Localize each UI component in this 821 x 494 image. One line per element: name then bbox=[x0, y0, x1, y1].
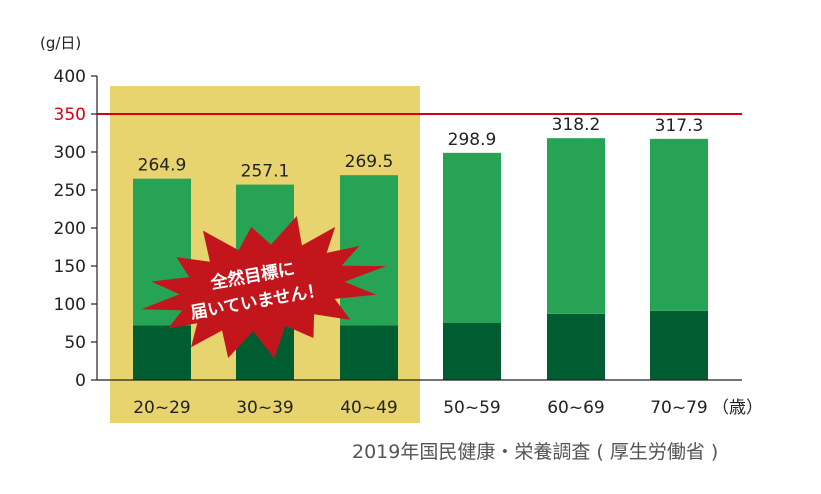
y-tick-label-350: 350 bbox=[54, 105, 86, 125]
x-tick-label-50~59: 50~59 bbox=[443, 398, 501, 418]
bar-segment-20~29-base bbox=[133, 325, 191, 380]
x-tick-label-30~39: 30~39 bbox=[236, 398, 294, 418]
bar-segment-70~79-base bbox=[650, 310, 708, 380]
value-label-30~39: 257.1 bbox=[241, 162, 290, 182]
y-tick-label-250: 250 bbox=[54, 181, 86, 201]
x-tick-label-40~49: 40~49 bbox=[340, 398, 398, 418]
bar-segment-50~59-top bbox=[443, 152, 501, 323]
y-tick-label-200: 200 bbox=[54, 219, 86, 239]
bar-segment-60~69-top bbox=[547, 138, 605, 314]
x-axis-unit-label: （歳） bbox=[712, 398, 763, 418]
y-tick-label-0: 0 bbox=[75, 371, 86, 391]
value-labels: 264.9 257.1 269.5 298.9 318.2 317.3 bbox=[138, 115, 704, 181]
value-label-40~49: 269.5 bbox=[345, 152, 394, 172]
y-tick-label-300: 300 bbox=[54, 143, 86, 163]
bar-segment-50~59-base bbox=[443, 323, 501, 380]
x-tick-label-20~29: 20~29 bbox=[133, 398, 191, 418]
y-tick-label-50: 50 bbox=[64, 333, 86, 353]
bar-segment-70~79-top bbox=[650, 138, 708, 311]
y-tick-label-400: 400 bbox=[54, 67, 86, 87]
callout-burst: 全然目標に 届いていません！ bbox=[141, 215, 387, 359]
bar-segment-60~69-base bbox=[547, 313, 605, 380]
source-caption: 2019年国民健康・栄養調査 ( 厚生労働省 ) bbox=[352, 441, 718, 463]
x-tick-labels: 20~29 30~39 40~49 50~59 60~69 70~79 bbox=[133, 398, 708, 418]
y-axis-unit-label: (g/日) bbox=[40, 34, 81, 52]
y-ticks: 0 50 100 150 200 250 300 350 400 bbox=[54, 67, 97, 391]
value-label-20~29: 264.9 bbox=[138, 156, 187, 176]
bar-segment-40~49-base bbox=[340, 325, 398, 380]
value-label-60~69: 318.2 bbox=[552, 115, 601, 135]
x-tick-label-60~69: 60~69 bbox=[547, 398, 605, 418]
burst-shape bbox=[141, 215, 387, 359]
x-tick-label-70~79: 70~79 bbox=[650, 398, 708, 418]
value-label-50~59: 298.9 bbox=[448, 130, 497, 150]
y-tick-label-100: 100 bbox=[54, 295, 86, 315]
value-label-70~79: 317.3 bbox=[655, 116, 704, 136]
y-tick-label-150: 150 bbox=[54, 257, 86, 277]
